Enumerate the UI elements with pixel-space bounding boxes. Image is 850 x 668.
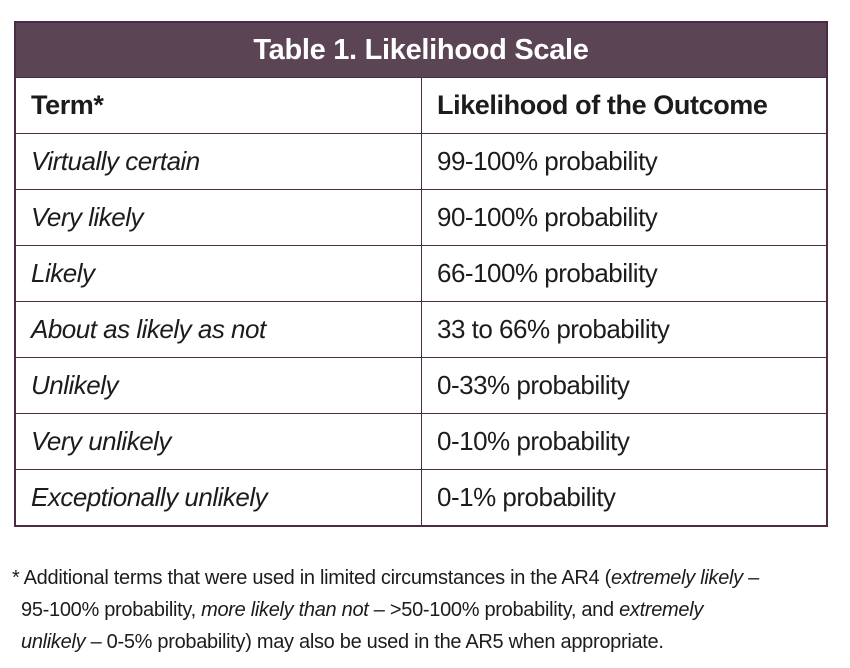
term-cell: Very unlikely [16, 414, 422, 469]
likelihood-cell: 0-10% probability [437, 426, 630, 456]
term-cell: About as likely as not [16, 302, 422, 357]
term-cell: Likely [16, 246, 422, 301]
table-title: Table 1. Likelihood Scale [16, 23, 826, 77]
column-header-term: Term* [16, 78, 422, 133]
likelihood-cell: 0-33% probability [437, 370, 630, 400]
table-row: Very likely 90-100% probability [16, 189, 826, 245]
likelihood-cell: 33 to 66% probability [437, 314, 670, 344]
table-header-row: Term* Likelihood of the Outcome [16, 77, 826, 133]
footnote-line: 95-100% probability, more likely than no… [21, 599, 704, 621]
term-cell: Unlikely [16, 358, 422, 413]
table-row: Virtually certain 99-100% probability [16, 133, 826, 189]
likelihood-cell: 90-100% probability [437, 202, 658, 232]
footnote-line: unlikely – 0-5% probability) may also be… [21, 631, 664, 653]
term-cell: Very likely [16, 190, 422, 245]
footnote: * Additional terms that were used in lim… [12, 562, 838, 658]
footnote-line: * Additional terms that were used in lim… [12, 567, 759, 589]
table-row: Very unlikely 0-10% probability [16, 413, 826, 469]
likelihood-table: Table 1. Likelihood Scale Term* Likeliho… [14, 21, 828, 527]
table-row: About as likely as not 33 to 66% probabi… [16, 301, 826, 357]
table-row: Exceptionally unlikely 0-1% probability [16, 469, 826, 525]
term-cell: Exceptionally unlikely [16, 470, 422, 525]
table-row: Unlikely 0-33% probability [16, 357, 826, 413]
column-header-likelihood: Likelihood of the Outcome [437, 90, 768, 120]
table-row: Likely 66-100% probability [16, 245, 826, 301]
likelihood-cell: 0-1% probability [437, 482, 616, 512]
likelihood-cell: 99-100% probability [437, 146, 658, 176]
likelihood-cell: 66-100% probability [437, 258, 658, 288]
term-cell: Virtually certain [16, 134, 422, 189]
